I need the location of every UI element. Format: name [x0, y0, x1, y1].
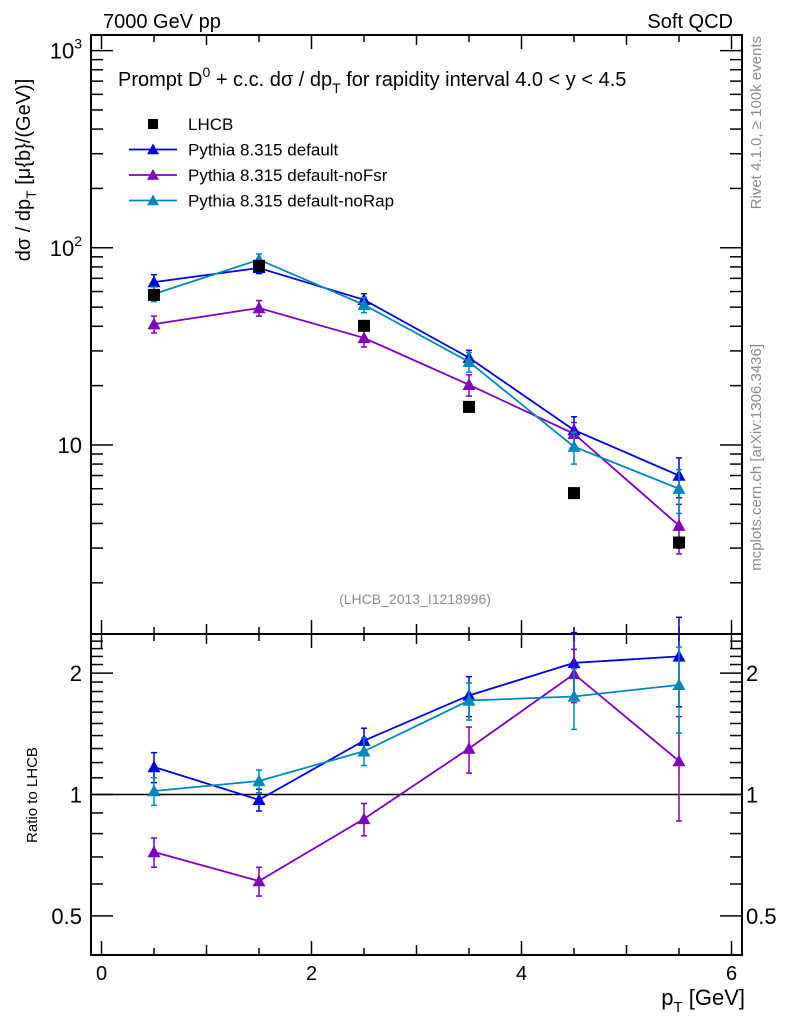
legend-label: Pythia 8.315 default-noFsr: [188, 166, 388, 185]
main-point-LHCB: [358, 319, 370, 332]
main-y-axis-label: dσ / dpT [μ{b}/(GeV)]: [13, 79, 39, 262]
ratio-y-axis-label: Ratio to LHCB: [24, 747, 41, 843]
legend-item-LHCB: LHCB: [148, 115, 233, 134]
main-series-LHCB: [148, 259, 685, 549]
ratio-point-noRap: [147, 784, 161, 797]
legend-item-noFsr: Pythia 8.315 default-noFsr: [129, 166, 388, 185]
rivet-label: Rivet 4.1.0, ≥ 100k events: [748, 36, 765, 209]
ratio-line-default: [153, 655, 680, 801]
ratio-y-tick-label-right: 2: [746, 661, 758, 686]
ratio-y-tick-label-left: 1: [70, 783, 82, 808]
ratio-line-noRap: [153, 683, 680, 792]
legend-label: LHCB: [188, 115, 233, 134]
ratio-point-noRap: [672, 678, 686, 691]
legend-item-default: Pythia 8.315 default: [129, 141, 339, 160]
main-point-LHCB: [463, 400, 475, 413]
ratio-y-tick-label-left: 2: [70, 661, 82, 686]
main-point-noFsr: [462, 378, 476, 390]
ratio-point-noRap: [567, 689, 581, 702]
ratio-series-noFsr: [147, 648, 686, 897]
legend-label: Pythia 8.315 default-noRap: [188, 192, 394, 211]
main-line-noFsr: [153, 307, 680, 527]
ratio-y-tick-label-left: 0.5: [51, 904, 82, 929]
main-series-noFsr: [147, 299, 686, 555]
ratio-point-noRap: [252, 774, 266, 787]
legend-marker-triangle: [147, 169, 159, 180]
main-line-noRap: [153, 258, 680, 490]
ratio-point-default: [252, 793, 266, 806]
main-point-noFsr: [672, 519, 686, 531]
main-point-noFsr: [252, 301, 266, 314]
legend-marker-triangle: [147, 194, 159, 206]
main-point-noRap: [567, 440, 581, 452]
main-point-noFsr: [147, 317, 161, 330]
legend-label: Pythia 8.315 default: [188, 141, 339, 160]
main-line-default: [153, 267, 680, 477]
mcplots-label: mcplots.cern.ch [arXiv:1306.3436]: [748, 344, 765, 571]
analysis-id: (LHCB_2013_I1218996): [339, 591, 491, 607]
main-point-LHCB: [253, 259, 265, 272]
x-axis-label: pT [GeV]: [661, 985, 745, 1016]
ratio-point-noRap: [462, 694, 476, 706]
main-y-tick-label: 103: [50, 36, 82, 64]
header-left: 7000 GeV pp: [103, 11, 221, 33]
plot-title: Prompt D0 + c.c. dσ / dpT for rapidity i…: [118, 64, 626, 96]
main-point-LHCB: [673, 536, 685, 549]
legend-item-noRap: Pythia 8.315 default-noRap: [129, 192, 394, 211]
ratio-point-noRap: [357, 744, 371, 757]
main-point-noRap: [672, 482, 686, 494]
ratio-y-tick-label-right: 1: [746, 783, 758, 808]
x-tick-label: 0: [96, 963, 107, 985]
main-point-noRap: [357, 298, 371, 310]
x-tick-label: 6: [726, 963, 737, 985]
main-point-noRap: [462, 355, 476, 368]
ratio-point-noFsr: [252, 874, 266, 887]
main-point-LHCB: [568, 487, 580, 500]
ratio-y-tick-label-right: 0.5: [746, 904, 777, 929]
header-right: Soft QCD: [647, 11, 733, 33]
ratio-point-default: [147, 760, 161, 773]
main-point-LHCB: [148, 288, 160, 301]
ratio-point-noFsr: [147, 845, 161, 858]
x-tick-label: 4: [516, 963, 527, 985]
main-y-tick-label: 102: [50, 233, 82, 261]
ratio-point-noFsr: [462, 742, 476, 754]
main-point-default: [147, 275, 161, 288]
main-point-noFsr: [357, 331, 371, 344]
main-series-noRap: [147, 253, 686, 515]
ratio-point-noFsr: [357, 812, 371, 825]
ratio-series-noRap: [147, 646, 686, 807]
ratio-line-noFsr: [153, 672, 680, 883]
ratio-point-noFsr: [672, 754, 686, 767]
legend-marker-triangle: [147, 143, 159, 155]
legend-marker-square: [148, 119, 158, 129]
ratio-series-default: [147, 616, 686, 812]
main-y-tick-label: 10: [58, 433, 82, 458]
main-series-default: [147, 261, 686, 499]
x-tick-label: 2: [306, 963, 317, 985]
